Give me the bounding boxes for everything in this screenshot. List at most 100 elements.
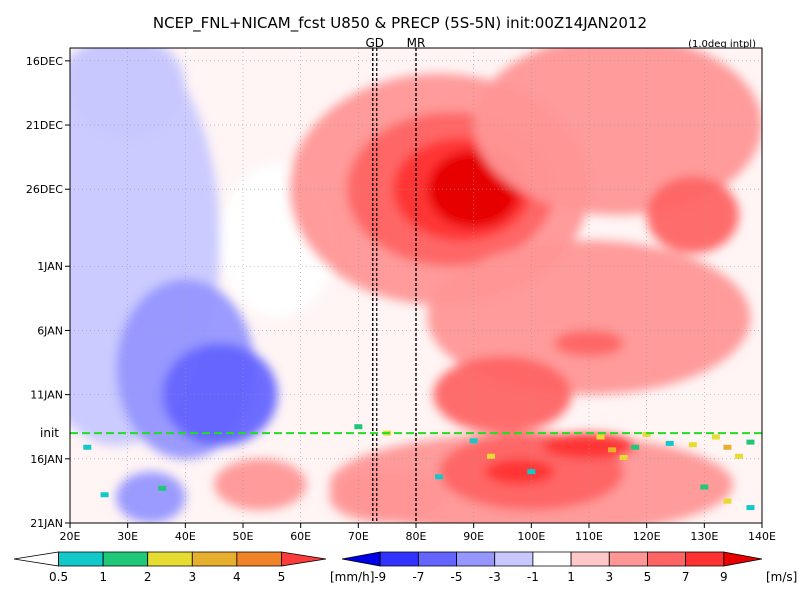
precip-mark-12 bbox=[711, 434, 720, 440]
u850-region-17 bbox=[485, 458, 555, 485]
y-tick-label: 16DEC bbox=[26, 55, 63, 68]
y-tick-label: 11JAN bbox=[30, 389, 63, 402]
precip-mark-3 bbox=[486, 453, 495, 459]
precip-mark-13 bbox=[723, 444, 732, 450]
u850-region-18 bbox=[329, 471, 445, 523]
colorbar-unit: [mm/h] bbox=[330, 570, 374, 584]
chart-subtitle: (1.0deg intpl) bbox=[688, 39, 756, 50]
precip-mark-14 bbox=[734, 453, 743, 459]
u850-region-4 bbox=[116, 471, 186, 523]
colorbar-tick-label: 0.5 bbox=[49, 570, 68, 584]
precip-mark-4 bbox=[527, 469, 536, 475]
x-tick-label: 140E bbox=[748, 530, 776, 543]
u850-region-19 bbox=[542, 433, 636, 459]
plot-area: GD MR init bbox=[40, 36, 763, 524]
u850-region-13 bbox=[554, 330, 624, 357]
u850-region-11 bbox=[427, 240, 751, 395]
u850-region-12 bbox=[646, 176, 739, 254]
colorbar-swatch bbox=[608, 551, 648, 567]
u850-region-2 bbox=[70, 48, 186, 138]
precip-mark-21 bbox=[723, 498, 732, 504]
colorbar-tick-label: -3 bbox=[489, 570, 501, 584]
precip-mark-19 bbox=[435, 474, 444, 480]
colorbar-swatch bbox=[456, 551, 496, 567]
x-tick-label: 20E bbox=[60, 530, 81, 543]
precip-mark-20 bbox=[700, 484, 709, 490]
precip-mark-11 bbox=[688, 442, 697, 448]
colorbar-swatch bbox=[281, 551, 327, 567]
colorbar-swatch bbox=[191, 551, 238, 567]
colorbar-tick-label: 5 bbox=[278, 570, 286, 584]
colorbar-tick-label: -7 bbox=[412, 570, 424, 584]
colorbar-swatch bbox=[494, 551, 534, 567]
colorbar-swatch bbox=[723, 551, 763, 567]
x-tick-label: 130E bbox=[690, 530, 718, 543]
colorbar-tick-label: 9 bbox=[720, 570, 728, 584]
colorbar-swatch bbox=[685, 551, 725, 567]
colorbar-tick-label: 1 bbox=[99, 570, 107, 584]
colorbar-tick-label: 2 bbox=[144, 570, 152, 584]
x-tick-label: 110E bbox=[575, 530, 603, 543]
colorbar-tick-label: 3 bbox=[605, 570, 613, 584]
colorbar-tick-label: 3 bbox=[188, 570, 196, 584]
y-tick-label: 21DEC bbox=[26, 119, 63, 132]
u850-region-20 bbox=[214, 458, 307, 511]
colorbar-swatch bbox=[570, 551, 610, 567]
x-tick-label: 50E bbox=[233, 530, 254, 543]
precip-mark-10 bbox=[665, 440, 674, 446]
y-tick-label: 21JAN bbox=[30, 517, 63, 530]
y-axis: 16DEC 21DEC 26DEC 1JAN 6JAN 11JAN 16JAN 21JAN bbox=[26, 55, 70, 530]
precip-mark-18 bbox=[158, 485, 167, 491]
colorbar-tick-label: 4 bbox=[233, 570, 241, 584]
precip-mark-9 bbox=[642, 431, 651, 437]
colorbar-swatch bbox=[532, 551, 572, 567]
x-tick-label: 100E bbox=[517, 530, 545, 543]
precip-mark-16 bbox=[83, 444, 92, 450]
colorbar-tick-label: -9 bbox=[374, 570, 386, 584]
precip-mark-0 bbox=[354, 424, 363, 430]
precip-mark-15 bbox=[746, 439, 755, 445]
precip-mark-22 bbox=[746, 505, 755, 511]
precip-mark-17 bbox=[100, 492, 109, 498]
u850-field bbox=[70, 48, 762, 523]
init-label: init bbox=[40, 426, 59, 440]
init-line-group: init bbox=[40, 426, 762, 440]
precip-mark-6 bbox=[608, 447, 617, 453]
colorbar-tick-label: 7 bbox=[682, 570, 690, 584]
u850-region-10 bbox=[473, 48, 762, 215]
colorbar-unit: [m/s] bbox=[766, 570, 797, 584]
x-tick-label: 80E bbox=[406, 530, 427, 543]
chart-title: NCEP_FNL+NICAM_fcst U850 & PRECP (5S-5N)… bbox=[153, 14, 647, 33]
colorbar-tick-label: 5 bbox=[644, 570, 652, 584]
y-tick-label: 26DEC bbox=[26, 183, 63, 196]
colorbar-swatch bbox=[13, 551, 59, 567]
grid-lines bbox=[70, 48, 762, 523]
x-axis: 20E 30E 40E 50E 60E 70E 80E 90E 100E 110E 120E 130E… bbox=[60, 523, 776, 543]
ref-label-mr: MR bbox=[407, 36, 426, 50]
colorbar-swatch bbox=[379, 551, 419, 567]
u850-region-3 bbox=[162, 343, 278, 446]
x-tick-label: 30E bbox=[117, 530, 138, 543]
colorbar-tick-label: -1 bbox=[527, 570, 539, 584]
precip-colorbar: 0.5 1 2 3 4 5 [mm/h] bbox=[13, 551, 374, 584]
x-tick-label: 120E bbox=[633, 530, 661, 543]
reference-lines: GD MR bbox=[365, 36, 425, 523]
colorbar-swatch bbox=[647, 551, 687, 567]
x-tick-label: 40E bbox=[175, 530, 196, 543]
precip-mark-8 bbox=[631, 444, 640, 450]
colorbar-swatch bbox=[236, 551, 282, 567]
ref-label-gd: GD bbox=[365, 36, 384, 50]
y-tick-label: 1JAN bbox=[37, 260, 63, 273]
colorbar-swatch bbox=[417, 551, 457, 567]
colorbar-swatch bbox=[102, 551, 149, 567]
colorbar-tick-label: -5 bbox=[451, 570, 463, 584]
colorbar-swatch bbox=[147, 551, 193, 567]
colorbar-swatch bbox=[341, 551, 381, 567]
colorbar-tick-label: 1 bbox=[567, 570, 575, 584]
y-tick-label: 6JAN bbox=[37, 324, 63, 337]
x-tick-label: 90E bbox=[463, 530, 484, 543]
precip-mark-5 bbox=[596, 434, 605, 440]
colorbar-swatch bbox=[58, 551, 104, 567]
precip-mark-7 bbox=[619, 455, 628, 461]
